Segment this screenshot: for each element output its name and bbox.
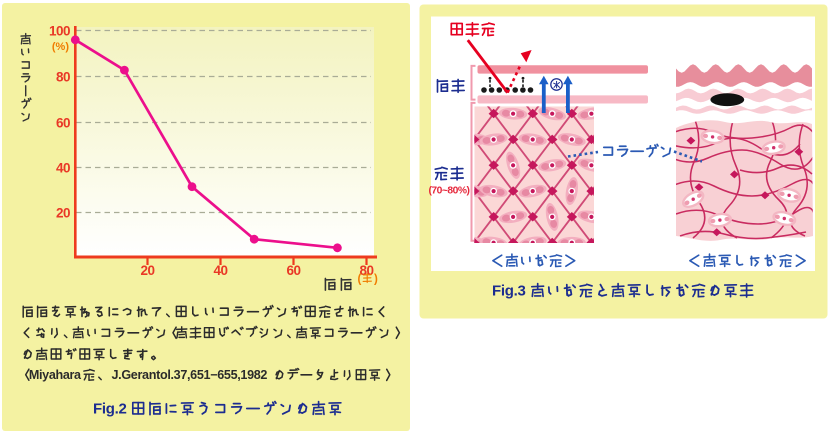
svg-text:(70~80%): (70~80%): [429, 186, 470, 197]
svg-text:40: 40: [213, 263, 227, 278]
svg-text:Fig.3: Fig.3: [492, 283, 526, 300]
svg-text:): ): [374, 274, 378, 286]
svg-text:Miyahara: Miyahara: [29, 368, 82, 382]
svg-text:100: 100: [49, 23, 70, 38]
svg-text:60: 60: [56, 115, 70, 130]
svg-text:(%): (%): [52, 41, 69, 53]
svg-text:60: 60: [286, 263, 300, 278]
svg-text:20: 20: [56, 205, 70, 220]
svg-text:20: 20: [140, 263, 154, 278]
svg-text:Fig.2: Fig.2: [93, 401, 127, 418]
svg-text:80: 80: [359, 263, 373, 278]
svg-text:80: 80: [56, 69, 70, 84]
svg-text:J.Gerantol.37,651−655,1982: J.Gerantol.37,651−655,1982: [112, 368, 268, 382]
svg-text:40: 40: [56, 160, 70, 175]
svg-text:(: (: [358, 274, 362, 286]
